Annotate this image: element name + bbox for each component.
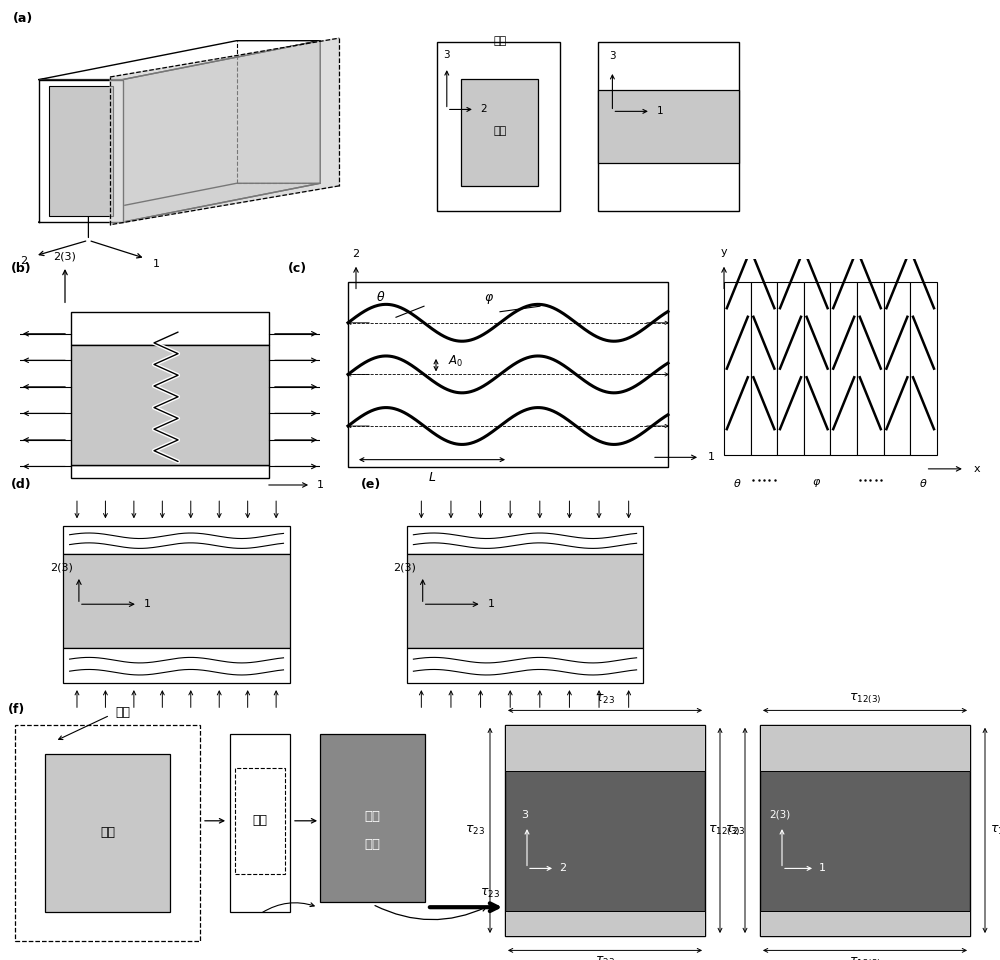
Text: y: y <box>721 247 727 257</box>
Polygon shape <box>39 80 123 222</box>
Bar <box>235 768 285 874</box>
Bar <box>760 725 970 771</box>
Bar <box>45 754 170 912</box>
Bar <box>407 554 643 648</box>
Bar <box>777 282 804 455</box>
Text: $\tau_{23}$: $\tau_{23}$ <box>480 886 500 900</box>
Text: x: x <box>973 464 980 474</box>
Text: (d): (d) <box>11 477 31 491</box>
Text: 混合: 混合 <box>364 810 380 824</box>
Text: 1: 1 <box>657 107 664 116</box>
Text: 2: 2 <box>559 863 566 874</box>
Text: $\varphi$: $\varphi$ <box>812 477 822 489</box>
Text: 基体: 基体 <box>493 36 507 46</box>
Bar <box>884 282 910 455</box>
Bar <box>760 725 970 936</box>
Text: 3: 3 <box>92 191 100 202</box>
Text: 1: 1 <box>819 863 826 874</box>
Bar <box>230 734 290 912</box>
Text: $\tau_{12(3)}$: $\tau_{12(3)}$ <box>849 691 881 706</box>
Bar <box>71 465 269 478</box>
Text: (c): (c) <box>288 261 307 275</box>
Text: (a): (a) <box>12 12 33 25</box>
Text: 2(3): 2(3) <box>394 563 416 573</box>
Text: $\tau_{23}$: $\tau_{23}$ <box>595 955 615 960</box>
Polygon shape <box>123 40 320 222</box>
Text: 1: 1 <box>144 599 151 610</box>
Bar <box>751 282 777 455</box>
Text: 2(3): 2(3) <box>769 810 791 820</box>
Text: $\theta$: $\theta$ <box>733 477 742 489</box>
Text: $\theta$: $\theta$ <box>919 477 928 489</box>
Bar <box>598 90 739 163</box>
Text: 2(3): 2(3) <box>54 252 76 261</box>
Text: $\tau_{12(3)}$: $\tau_{12(3)}$ <box>990 823 1000 837</box>
Text: 1: 1 <box>488 599 495 610</box>
Text: $\tau_{23}$: $\tau_{23}$ <box>595 692 615 706</box>
Bar <box>461 79 538 186</box>
Polygon shape <box>39 183 320 222</box>
Text: (f): (f) <box>8 703 25 716</box>
Polygon shape <box>39 40 320 80</box>
Bar <box>407 648 643 683</box>
Text: 1: 1 <box>708 452 715 463</box>
Bar <box>505 911 705 936</box>
Text: (e): (e) <box>361 477 381 491</box>
Text: 部分: 部分 <box>364 838 380 852</box>
Text: 1: 1 <box>317 480 324 490</box>
Text: 2: 2 <box>20 256 27 266</box>
Text: $L$: $L$ <box>428 471 436 484</box>
Bar <box>348 282 668 467</box>
Bar <box>48 86 113 216</box>
Text: 2: 2 <box>352 250 360 259</box>
Bar <box>505 725 705 771</box>
Bar <box>71 312 269 346</box>
Bar <box>505 725 705 936</box>
Bar <box>71 346 269 465</box>
Bar <box>910 282 937 455</box>
Bar <box>407 526 643 554</box>
Bar <box>15 725 200 941</box>
Bar <box>63 526 290 554</box>
Text: $\tau_{23}$: $\tau_{23}$ <box>465 824 485 837</box>
Text: 纤维: 纤维 <box>100 826 115 839</box>
Text: $\tau_{12(3)}$: $\tau_{12(3)}$ <box>708 823 740 837</box>
Text: 3: 3 <box>522 810 528 820</box>
Text: $A_0$: $A_0$ <box>448 354 463 370</box>
Bar <box>63 554 290 648</box>
Bar <box>63 648 290 683</box>
Text: $\varphi$: $\varphi$ <box>484 292 494 305</box>
Text: 基体: 基体 <box>115 706 130 719</box>
Text: 2: 2 <box>480 105 487 114</box>
Bar <box>857 282 884 455</box>
Bar <box>830 282 857 455</box>
Bar <box>760 911 970 936</box>
Text: $\theta$: $\theta$ <box>376 290 385 303</box>
Text: 1: 1 <box>153 258 160 269</box>
Bar <box>437 42 560 211</box>
Bar <box>804 282 830 455</box>
Text: 空心: 空心 <box>252 814 268 828</box>
Bar <box>320 734 425 902</box>
Text: 纤维: 纤维 <box>493 126 507 135</box>
Text: $\tau_{23}$: $\tau_{23}$ <box>725 824 745 837</box>
Text: 2(3): 2(3) <box>50 563 73 573</box>
Bar <box>724 282 751 455</box>
Bar <box>598 42 739 211</box>
Text: (b): (b) <box>11 261 32 275</box>
Text: 3: 3 <box>443 50 450 60</box>
Text: 3: 3 <box>609 52 616 61</box>
Text: $\tau_{12(3)}$: $\tau_{12(3)}$ <box>849 955 881 960</box>
Polygon shape <box>110 38 339 225</box>
